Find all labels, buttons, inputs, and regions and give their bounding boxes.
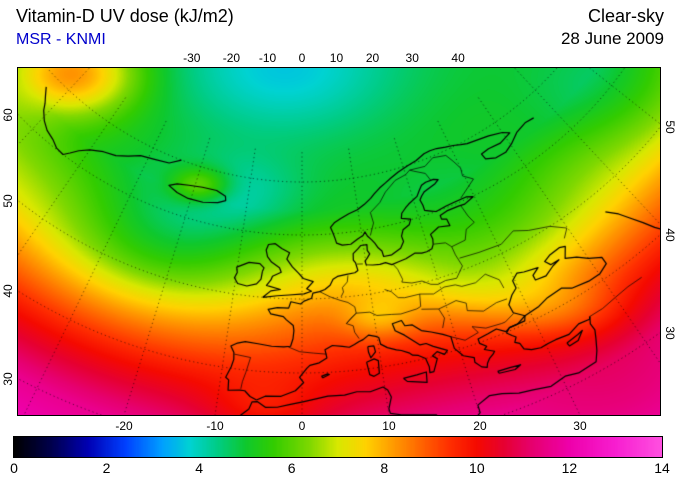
right-axis-tick-label: 40: [663, 228, 677, 242]
right-axis-tick-label: 30: [663, 325, 677, 340]
colorbar-tick-label: 6: [287, 460, 296, 476]
colorbar-tick-label: 4: [195, 460, 204, 476]
colorbar-tick-label: 2: [102, 460, 111, 476]
right-axis-tick-label: 50: [663, 120, 677, 134]
top-axis-tick-label: 0: [298, 51, 306, 65]
date-label: 28 June 2009: [560, 29, 664, 48]
top-axis-tick-label: 30: [405, 51, 419, 65]
left-axis-tick-label: 50: [1, 193, 15, 208]
sky-condition-label: Clear-sky: [587, 6, 664, 26]
colorbar-tick-label: 14: [654, 460, 670, 476]
bottom-axis-tick-label: 0: [298, 419, 306, 433]
colorbar-frame: [13, 436, 663, 458]
colorbar-tick-label: 8: [380, 460, 389, 476]
top-axis-tick-label: -20: [222, 51, 241, 65]
data-source-label: MSR - KNMI: [16, 31, 106, 48]
bottom-axis-tick-label: -20: [115, 419, 133, 433]
left-axis-tick-label: 30: [1, 372, 15, 386]
bottom-axis-tick-label: 30: [573, 419, 587, 433]
bottom-axis-tick-label: -10: [206, 419, 224, 433]
uv-dose-map-canvas: [18, 68, 660, 415]
map-plot-frame: [17, 67, 661, 416]
page-title: Vitamin-D UV dose (kJ/m2): [16, 6, 234, 26]
colorbar-canvas: [14, 437, 662, 457]
bottom-axis-tick-label: 10: [382, 419, 396, 433]
top-axis-tick-label: 10: [329, 51, 344, 65]
colorbar-tick-label: 10: [469, 460, 485, 476]
top-axis-tick-label: 20: [365, 51, 380, 65]
top-axis-tick-label: -10: [258, 51, 277, 65]
bottom-axis-tick-label: 20: [473, 419, 487, 433]
top-axis-tick-label: 40: [451, 51, 465, 65]
colorbar-tick-label: 0: [10, 460, 18, 476]
top-axis-tick-label: -30: [183, 51, 201, 65]
colorbar-tick-label: 12: [561, 460, 578, 476]
left-axis-tick-label: 40: [1, 284, 15, 298]
left-axis-tick-label: 60: [1, 107, 15, 122]
